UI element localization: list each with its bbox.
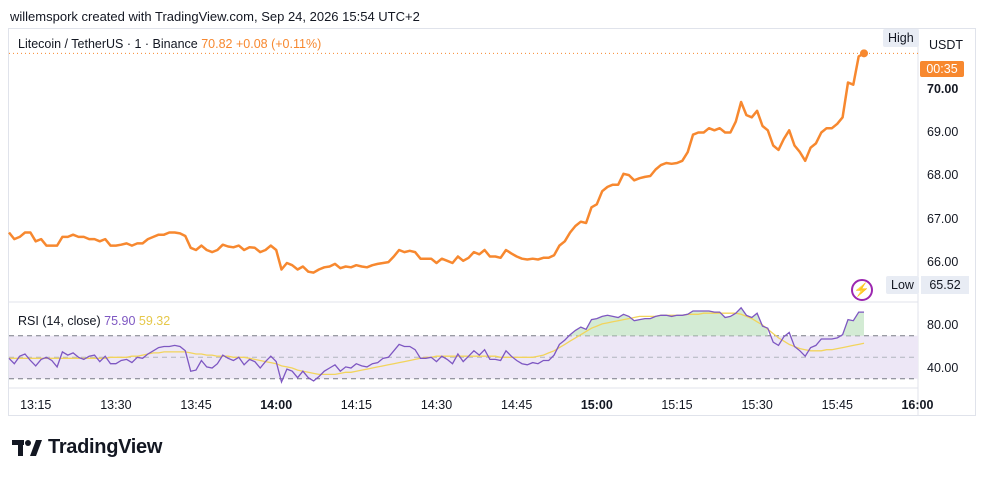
price-change: +0.08 (+0.11%) [235,37,322,51]
bar-countdown: 00:35 [920,61,964,77]
rsi-tick: 40.00 [927,361,959,375]
time-tick: 14:45 [501,398,533,412]
lightning-icon[interactable]: ⚡ [851,279,873,301]
rsi-name: RSI (14, close) [18,314,101,328]
high-badge: High [883,29,919,47]
price-tick: 69.00 [927,125,959,139]
price-tick: 67.00 [927,212,959,226]
currency-badge[interactable]: USDT [920,35,972,55]
time-tick: 15:45 [821,398,853,412]
rsi-overbought-fill [570,307,768,336]
symbol-name: Litecoin / TetherUS · 1 · Binance [18,37,198,51]
low-value: 65.52 [921,276,969,294]
price-tick: 68.00 [927,168,959,182]
low-badge: Low [886,276,919,294]
time-tick: 13:30 [100,398,132,412]
time-tick: 14:30 [420,398,453,412]
rsi-ma-value: 59.32 [138,314,171,328]
brand-name: TradingView [48,436,163,458]
price-series-line [8,52,865,274]
rsi-overbought-fill [842,312,864,336]
time-tick: 14:15 [340,398,372,412]
time-tick: 16:00 [901,398,934,412]
rsi-line [8,306,864,385]
time-tick: 13:15 [20,398,52,412]
attribution-text: willemspork created with TradingView.com… [10,9,420,24]
last-price: 70.82 [201,37,233,51]
price-tick: 66.00 [927,255,959,269]
symbol-legend[interactable]: Litecoin / TetherUS · 1 · Binance 70.82 … [18,37,321,51]
rsi-tick: 80.00 [927,318,959,332]
time-tick: 15:30 [741,398,773,412]
rsi-legend[interactable]: RSI (14, close) 75.90 59.32 [18,314,170,328]
last-price-marker [860,49,868,58]
time-tick: 13:45 [180,398,212,412]
price-tick: 70.00 [927,82,959,96]
time-tick: 15:00 [580,398,613,412]
rsi-value: 75.90 [104,314,136,328]
tradingview-logo[interactable]: TradingView [12,436,162,459]
time-tick: 15:15 [661,398,693,412]
chart-frame[interactable] [8,28,976,416]
tradingview-logo-icon [12,439,42,456]
time-tick: 14:00 [260,398,293,412]
